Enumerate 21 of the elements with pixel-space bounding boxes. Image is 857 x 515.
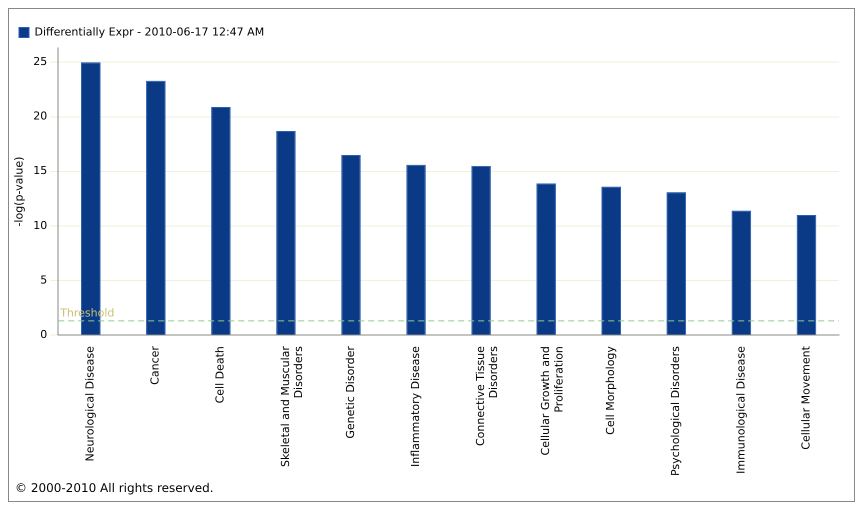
x-tick-label: Genetic Disorder [344, 346, 357, 439]
x-tick-label: Cancer [148, 346, 162, 385]
x-tick-label: Psychological Disorders [669, 346, 682, 476]
y-tick-label: 25 [33, 55, 48, 68]
x-tick-label: Immunological Disease [734, 346, 748, 474]
x-tick-label: Cell Death [214, 346, 227, 404]
x-tick-label: Connective Tissue Disorders [474, 346, 500, 446]
x-tick-label: Inflammatory Disease [408, 346, 422, 467]
x-tick-label: Cellular Movement [799, 345, 812, 450]
y-tick-label: 15 [33, 164, 48, 178]
y-tick-label: 5 [40, 273, 48, 286]
x-tick-label: Skeletal and Muscular Disorders [278, 346, 305, 467]
legend-label: Differentially Expr - 2010-06-17 12:47 AM [34, 25, 264, 38]
x-tick-label: Cell Morphology [604, 346, 618, 435]
text: © 2000-2010 All rights reserved. [14, 480, 215, 497]
y-tick-label: 10 [33, 218, 48, 232]
y-axis-title: -log(p-value) [12, 156, 26, 227]
y-tick-label: 0 [40, 328, 48, 341]
y-tick-label: 20 [33, 110, 48, 123]
x-tick-label: Cellular Growth and Proliferation [539, 346, 566, 456]
x-tick-label: Neurological Disease [84, 346, 97, 462]
